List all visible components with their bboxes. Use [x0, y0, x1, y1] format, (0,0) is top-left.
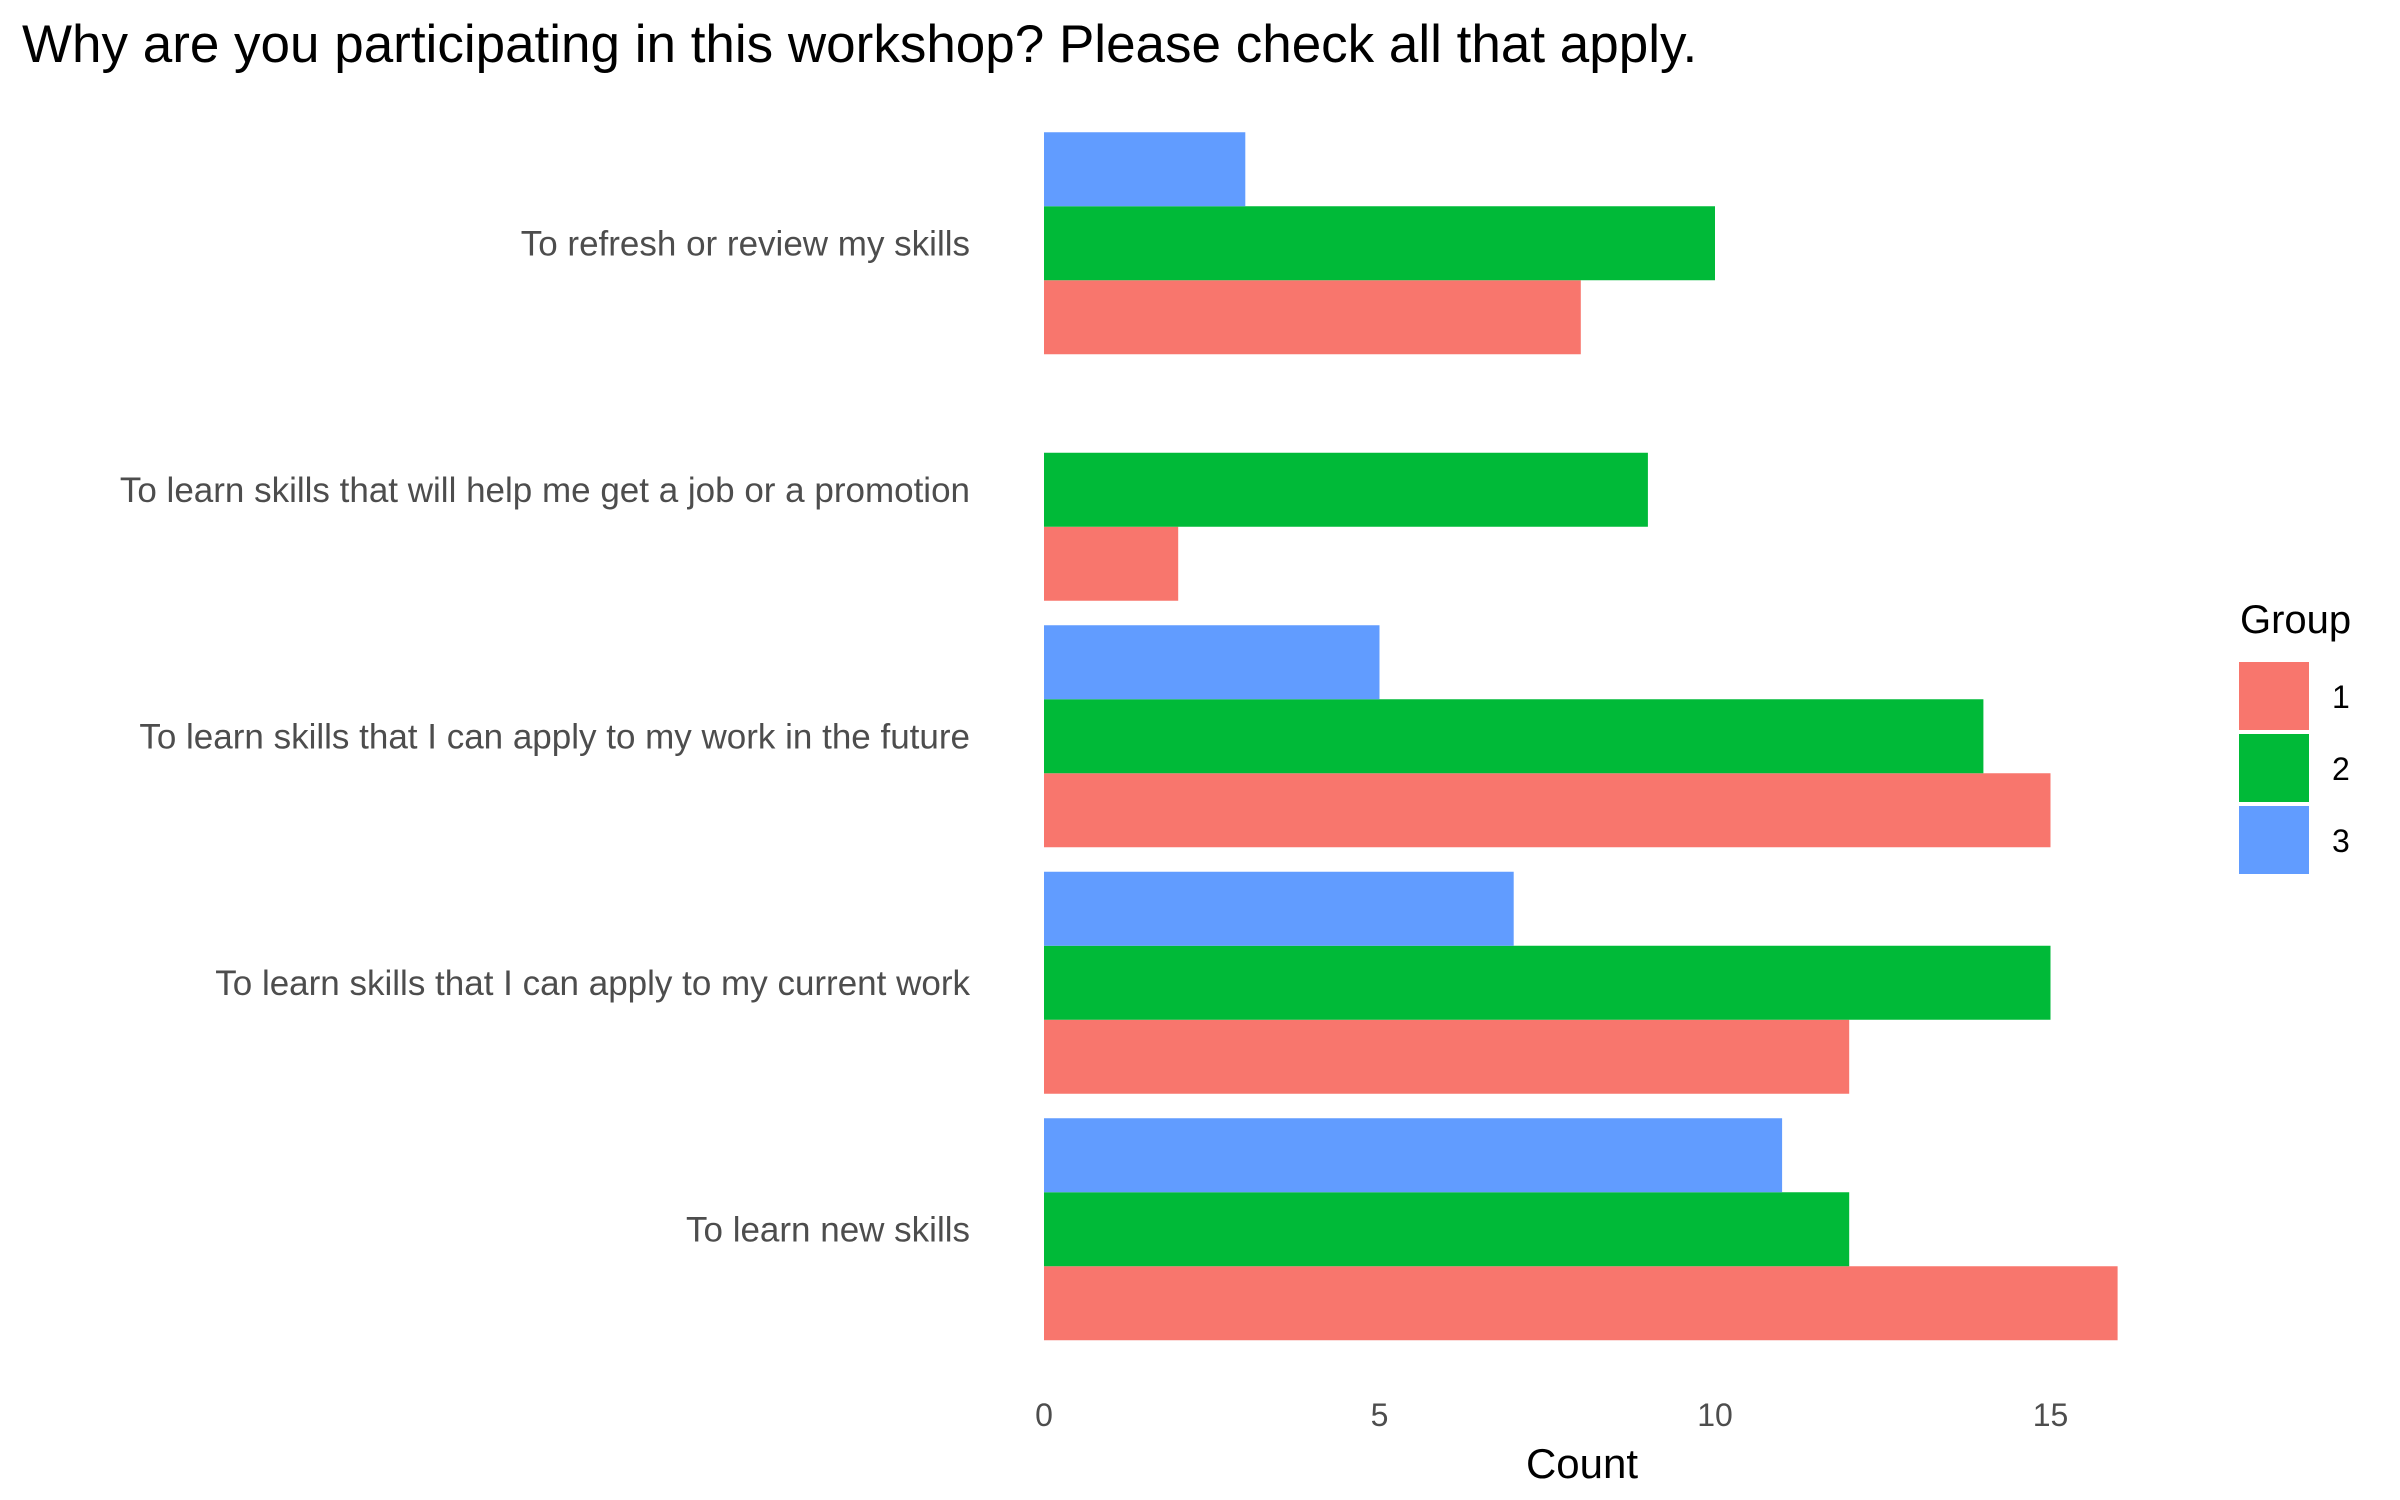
bar-group1-cat3 — [1044, 773, 2051, 848]
x-tick-label: 15 — [2033, 1397, 2069, 1433]
category-label: To learn skills that I can apply to my c… — [215, 964, 970, 1003]
legend-swatch-1 — [2239, 662, 2309, 730]
legend-swatch-3 — [2239, 806, 2309, 874]
legend-label: 2 — [2332, 751, 2350, 787]
x-axis-ticks: 0 5 10 15 — [1035, 1397, 2068, 1433]
bar-group1-cat4 — [1044, 1019, 1850, 1094]
chart-title: Why are you participating in this worksh… — [22, 15, 1697, 74]
bar-group1-cat2 — [1044, 526, 1179, 601]
legend-title: Group — [2240, 598, 2351, 642]
bar-group2-cat2 — [1044, 452, 1648, 527]
legend-swatch-2 — [2239, 734, 2309, 802]
bar-group3-cat3 — [1044, 625, 1380, 700]
x-tick-label: 10 — [1697, 1397, 1733, 1433]
bar-group3-cat5 — [1044, 1118, 1783, 1193]
bar-group2-cat3 — [1044, 699, 1984, 774]
x-tick-label: 0 — [1035, 1397, 1053, 1433]
bar-group3-cat4 — [1044, 871, 1514, 946]
category-label: To learn skills that will help me get a … — [120, 471, 970, 510]
bar-group1-cat5 — [1044, 1266, 2118, 1341]
bar-group1-cat1 — [1044, 280, 1581, 355]
category-label: To learn skills that I can apply to my w… — [139, 717, 970, 756]
category-labels: To refresh or review my skills To learn s… — [120, 224, 971, 1249]
bar-group2-cat1 — [1044, 206, 1715, 281]
legend: Group 1 2 3 — [2239, 598, 2351, 874]
bars-group — [1044, 132, 2118, 1341]
bar-group3-cat1 — [1044, 132, 1246, 207]
legend-label: 1 — [2332, 679, 2350, 715]
x-tick-label: 5 — [1371, 1397, 1389, 1433]
bar-group2-cat5 — [1044, 1192, 1850, 1267]
x-axis-title: Count — [1526, 1440, 1638, 1487]
category-label: To refresh or review my skills — [521, 224, 970, 263]
legend-label: 3 — [2332, 823, 2350, 859]
bar-group2-cat4 — [1044, 945, 2051, 1020]
category-label: To learn new skills — [686, 1210, 970, 1249]
